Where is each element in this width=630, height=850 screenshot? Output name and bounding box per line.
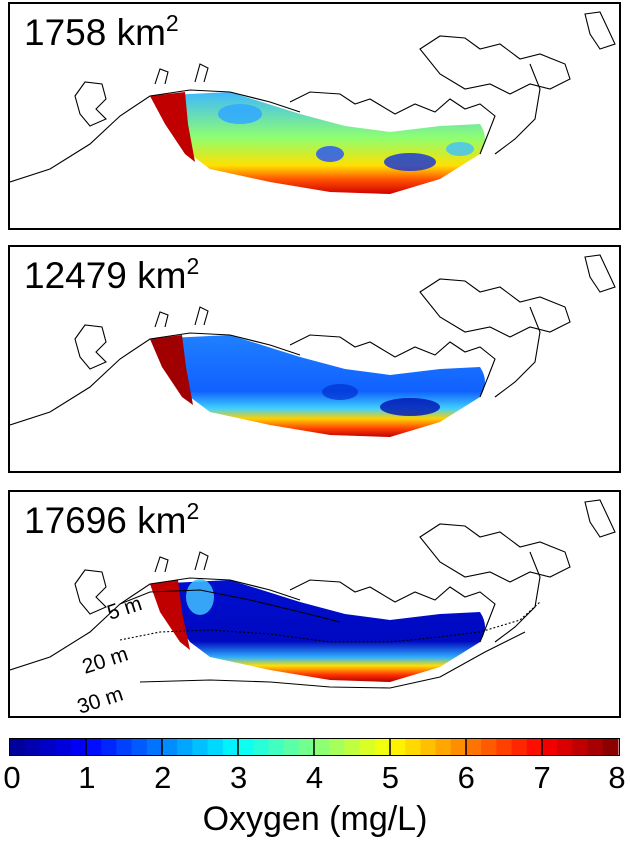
colorbar-segment (207, 739, 224, 755)
colorbar-segment (602, 739, 619, 755)
area-unit-3: km (137, 500, 187, 541)
map-panel-2: 12479 km2 (8, 245, 621, 473)
colorbar-tick-label: 2 (154, 760, 172, 795)
colorbar-segment (405, 739, 421, 755)
map-3-svg: 5 m 20 m 30 m (10, 499, 616, 718)
area-value-1: 1758 (24, 12, 107, 53)
area-unit-1: km (116, 12, 166, 53)
colorbar-segment (511, 739, 528, 755)
colorbar-tick-label: 4 (305, 760, 324, 795)
colorbar-segment (101, 739, 117, 755)
colorbar-tick-label: 7 (533, 760, 551, 795)
colorbar-tick-label: 3 (230, 760, 248, 795)
hypoxia-field (150, 579, 485, 682)
map-2-svg (10, 254, 616, 437)
coastline (10, 254, 616, 426)
colorbar-segment (542, 739, 558, 755)
colorbar-segment (587, 739, 604, 755)
colorbar-segment (298, 739, 315, 755)
colorbar-segment (10, 739, 26, 755)
colorbar-segment (572, 739, 589, 755)
colorbar-segment (40, 739, 57, 755)
colorbar-tick-label: 1 (78, 760, 96, 795)
colorbar-segment (374, 739, 391, 755)
hypoxia-field (150, 92, 485, 194)
colorbar-segment (146, 739, 163, 755)
contour-label-20m: 20 m (79, 642, 131, 678)
colorbar-segment (526, 739, 543, 755)
colorbar-title: Oxygen (mg/L) (202, 800, 428, 838)
oxygen-colorbar (9, 738, 620, 756)
colorbar-segment (86, 739, 102, 755)
colorbar-segment (25, 739, 41, 755)
colorbar-segment (496, 739, 513, 755)
area-unit-exponent-1: 2 (165, 10, 179, 36)
colorbar-segment (253, 739, 269, 755)
hypoxic-area-label-1: 1758 km2 (24, 12, 179, 53)
colorbar-tick-label: 8 (608, 760, 626, 795)
area-unit-exponent-2: 2 (186, 253, 200, 279)
colorbar-segment (192, 739, 209, 755)
colorbar-segment (359, 739, 376, 755)
colorbar-segment (162, 739, 178, 755)
colorbar-segment (268, 739, 285, 755)
colorbar-tick-label: 0 (3, 760, 21, 795)
map-panel-3: 5 m 20 m 30 m 17696 km2 (8, 490, 621, 718)
depth-contour-lines (119, 589, 541, 689)
map-1-svg (10, 11, 616, 194)
colorbar-segment (435, 739, 452, 755)
hypoxic-area-label-2: 12479 km2 (24, 255, 199, 296)
colorbar-segment (70, 739, 87, 755)
colorbar-segment (283, 739, 300, 755)
hypoxic-area-label-3: 17696 km2 (24, 500, 199, 541)
colorbar-segment (116, 739, 133, 755)
colorbar-segment (329, 739, 345, 755)
contour-label-5m: 5 m (104, 592, 144, 625)
colorbar-segment (466, 739, 482, 755)
colorbar-segment (557, 739, 573, 755)
area-value-3: 17696 (24, 500, 127, 541)
colorbar-segment (481, 739, 497, 755)
area-unit-exponent-3: 2 (186, 498, 200, 524)
coastline (10, 11, 616, 183)
colorbar-svg (10, 739, 619, 755)
contour-label-30m: 30 m (74, 682, 126, 718)
colorbar-segment (314, 739, 330, 755)
colorbar-tick-label: 5 (381, 760, 399, 795)
area-unit-2: km (137, 255, 187, 296)
hypoxia-field (150, 335, 485, 437)
coastline (10, 499, 616, 671)
colorbar-segment (390, 739, 406, 755)
colorbar-segment (450, 739, 467, 755)
colorbar-segment (420, 739, 437, 755)
colorbar-tick-label: 6 (457, 760, 475, 795)
area-value-2: 12479 (24, 255, 127, 296)
colorbar-segment (177, 739, 193, 755)
colorbar-segment (238, 739, 254, 755)
colorbar-segment (55, 739, 72, 755)
colorbar-segment (344, 739, 361, 755)
map-panel-1: 1758 km2 (8, 2, 621, 230)
colorbar-segment (222, 739, 239, 755)
colorbar-segment (131, 739, 148, 755)
